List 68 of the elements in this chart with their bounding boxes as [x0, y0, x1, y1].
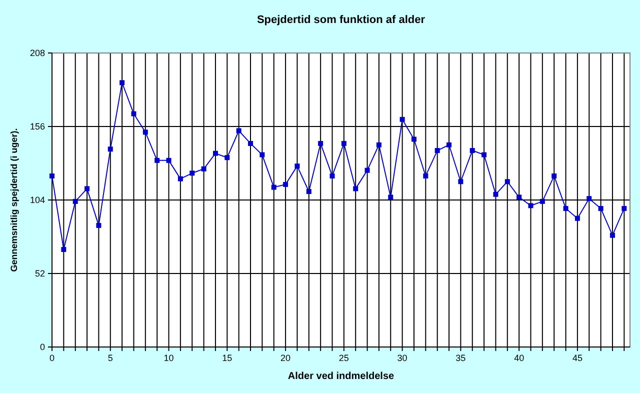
x-tick-label: 30 [397, 353, 408, 363]
point [306, 189, 312, 194]
point [96, 222, 102, 228]
x-tick-label: 40 [514, 353, 524, 363]
x-tick-label: 0 [49, 353, 55, 363]
point [540, 198, 545, 204]
point [142, 130, 148, 135]
point [446, 142, 452, 148]
point [516, 194, 522, 200]
point [341, 140, 346, 146]
point [166, 158, 172, 163]
point [458, 179, 464, 184]
point [493, 192, 498, 197]
point [178, 176, 183, 182]
point [364, 168, 370, 173]
x-axis-title: Alder ved indmeldelse [288, 371, 395, 382]
point [610, 232, 615, 238]
x-tick-label: 10 [164, 353, 174, 363]
point [330, 173, 335, 178]
point [598, 206, 604, 211]
point [84, 186, 90, 192]
point [318, 140, 324, 146]
y-tick-label: 156 [30, 122, 45, 132]
point [120, 80, 125, 86]
point [411, 136, 416, 142]
point [154, 158, 160, 163]
y-tick-label: 208 [30, 48, 45, 58]
x-tick-label: 35 [456, 353, 466, 363]
point [470, 148, 475, 154]
point [622, 206, 627, 211]
point [376, 142, 382, 148]
chart-title: Spejdertid som funktion af alder [256, 14, 426, 26]
point [248, 140, 254, 146]
y-tick-label: 52 [34, 268, 45, 278]
point [423, 173, 428, 178]
point [212, 150, 218, 156]
x-tick-label: 25 [338, 353, 349, 363]
x-tick-label: 20 [280, 353, 291, 363]
y-tick-label: 0 [40, 342, 45, 352]
point [504, 179, 510, 184]
x-tick-label: 5 [108, 353, 113, 363]
point [260, 152, 265, 158]
point [528, 203, 534, 208]
point [563, 206, 568, 211]
x-tick-label: 45 [572, 353, 582, 363]
y-axis-title: Gennemsnitlig spejdertid (i uger). [9, 128, 19, 272]
point [224, 155, 230, 160]
point [271, 184, 276, 190]
point [61, 246, 66, 252]
point [434, 148, 440, 154]
point [50, 173, 54, 178]
point [236, 128, 242, 134]
y-tick-label: 104 [30, 195, 45, 205]
point [400, 116, 405, 122]
point [108, 146, 113, 152]
point [552, 173, 557, 178]
x-tick-label: 15 [222, 353, 232, 363]
point [72, 198, 78, 204]
point [190, 170, 195, 176]
point [201, 166, 206, 172]
point [586, 196, 592, 202]
point [482, 152, 487, 158]
point [574, 216, 580, 221]
point [283, 182, 288, 187]
point [131, 111, 136, 116]
point [353, 186, 358, 192]
point [294, 164, 300, 169]
point [388, 194, 394, 200]
